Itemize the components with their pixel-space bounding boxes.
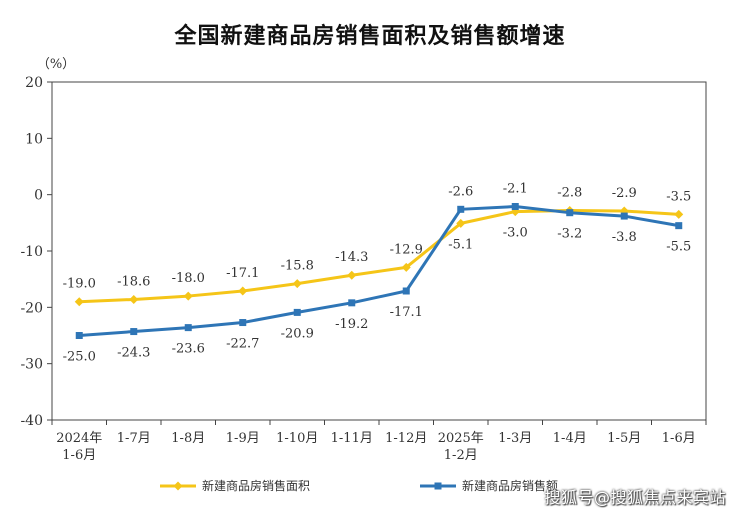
sales-data-label: -19.2 — [335, 317, 368, 332]
x-tick-label: 1-7月 — [117, 431, 151, 446]
watermark: 搜狐号@搜狐焦点来宾站 — [544, 488, 726, 507]
area-point — [129, 294, 139, 304]
sales-point — [675, 222, 683, 230]
area-point — [456, 218, 466, 228]
x-tick-label: 1-11月 — [331, 431, 373, 446]
x-tick-label: 1-4月 — [553, 431, 587, 446]
area-data-label: -18.6 — [117, 274, 150, 289]
area-point — [292, 279, 302, 289]
area-data-label: -18.0 — [172, 271, 205, 286]
y-tick-label: -10 — [20, 244, 43, 260]
sales-data-label: -25.0 — [63, 350, 96, 365]
sales-point — [566, 209, 574, 217]
y-tick-label: 0 — [34, 188, 43, 204]
x-tick-label: 2024年 — [56, 431, 102, 446]
area-point — [238, 286, 248, 296]
sales-point — [75, 332, 83, 339]
sales-point — [620, 212, 628, 220]
x-tick-label: 2025年 — [438, 431, 484, 446]
area-point — [183, 291, 193, 301]
area-data-label: -17.1 — [226, 266, 259, 281]
sales-data-label: -5.5 — [666, 240, 691, 255]
area-data-label: -14.3 — [335, 250, 368, 265]
area-data-label: -19.0 — [63, 277, 96, 292]
y-tick-label: -30 — [20, 357, 43, 373]
y-tick-label: 20 — [25, 75, 43, 91]
area-data-label: -15.8 — [281, 259, 314, 274]
x-tick-label: 1-5月 — [607, 431, 641, 446]
sales-point — [457, 205, 465, 213]
x-tick-label: 1-6月 — [662, 431, 696, 446]
legend-marker — [173, 481, 183, 491]
x-tick-label: 1-8月 — [171, 431, 205, 446]
x-tick-label: 1-2月 — [444, 448, 478, 463]
sales-data-label: -2.6 — [448, 184, 473, 199]
plot-frame — [51, 81, 707, 421]
axes: 20 10 0 -10 -20 -30 -40 （%） 2024年 1-6月 1-7月 1-8月 1-9… — [20, 57, 707, 463]
area-data-label: -2.8 — [557, 185, 582, 200]
series-lines — [74, 202, 684, 339]
sales-data-label: -23.6 — [172, 342, 205, 357]
area-data-label: -3.5 — [666, 189, 691, 204]
y-tick-label: 10 — [25, 131, 43, 147]
legend-marker — [434, 482, 442, 490]
chart-title: 全国新建商品房销售面积及销售额增速 — [174, 24, 566, 49]
area-point — [674, 209, 684, 219]
sales-data-label: -2.1 — [503, 181, 528, 196]
area-point — [74, 297, 84, 307]
y-tick-label: -20 — [20, 300, 43, 316]
area-point — [401, 262, 411, 272]
x-tick-label: 1-3月 — [498, 431, 532, 446]
series-line-sales — [79, 204, 680, 337]
y-axis-unit: （%） — [37, 57, 75, 72]
series-line-area — [79, 208, 679, 304]
sales-data-label: -3.2 — [557, 227, 582, 242]
x-tick-label: 1-6月 — [62, 448, 96, 463]
area-point — [347, 270, 357, 280]
sales-point — [239, 319, 247, 327]
sales-data-label: -20.9 — [281, 326, 314, 341]
data-labels: -19.0 -18.6 -18.0 -17.1 -15.8 -14.3 -12.9 -5.1 -… — [63, 181, 692, 364]
area-data-label: -5.1 — [448, 237, 473, 252]
legend: 新建商品房销售面积 新建商品房销售额 — [160, 478, 558, 493]
x-tick-label: 1-10月 — [276, 431, 318, 446]
sales-point — [293, 308, 301, 316]
sales-data-label: -24.3 — [117, 346, 150, 361]
sales-point — [402, 287, 410, 295]
sales-data-label: -17.1 — [390, 305, 423, 320]
y-tick-label: -40 — [20, 413, 43, 429]
sales-point — [511, 202, 519, 210]
area-data-label: -2.9 — [612, 186, 637, 201]
sales-point — [184, 324, 192, 332]
legend-label: 新建商品房销售额 — [462, 478, 558, 493]
x-tick-label: 1-9月 — [226, 431, 260, 446]
x-tick-label: 1-12月 — [385, 431, 427, 446]
sales-point — [348, 299, 356, 307]
area-data-label: -3.0 — [503, 226, 528, 241]
sales-point — [130, 328, 138, 336]
sales-data-label: -22.7 — [226, 337, 259, 352]
legend-label: 新建商品房销售面积 — [202, 478, 310, 493]
sales-data-label: -3.8 — [612, 230, 637, 245]
area-data-label: -12.9 — [390, 242, 423, 257]
